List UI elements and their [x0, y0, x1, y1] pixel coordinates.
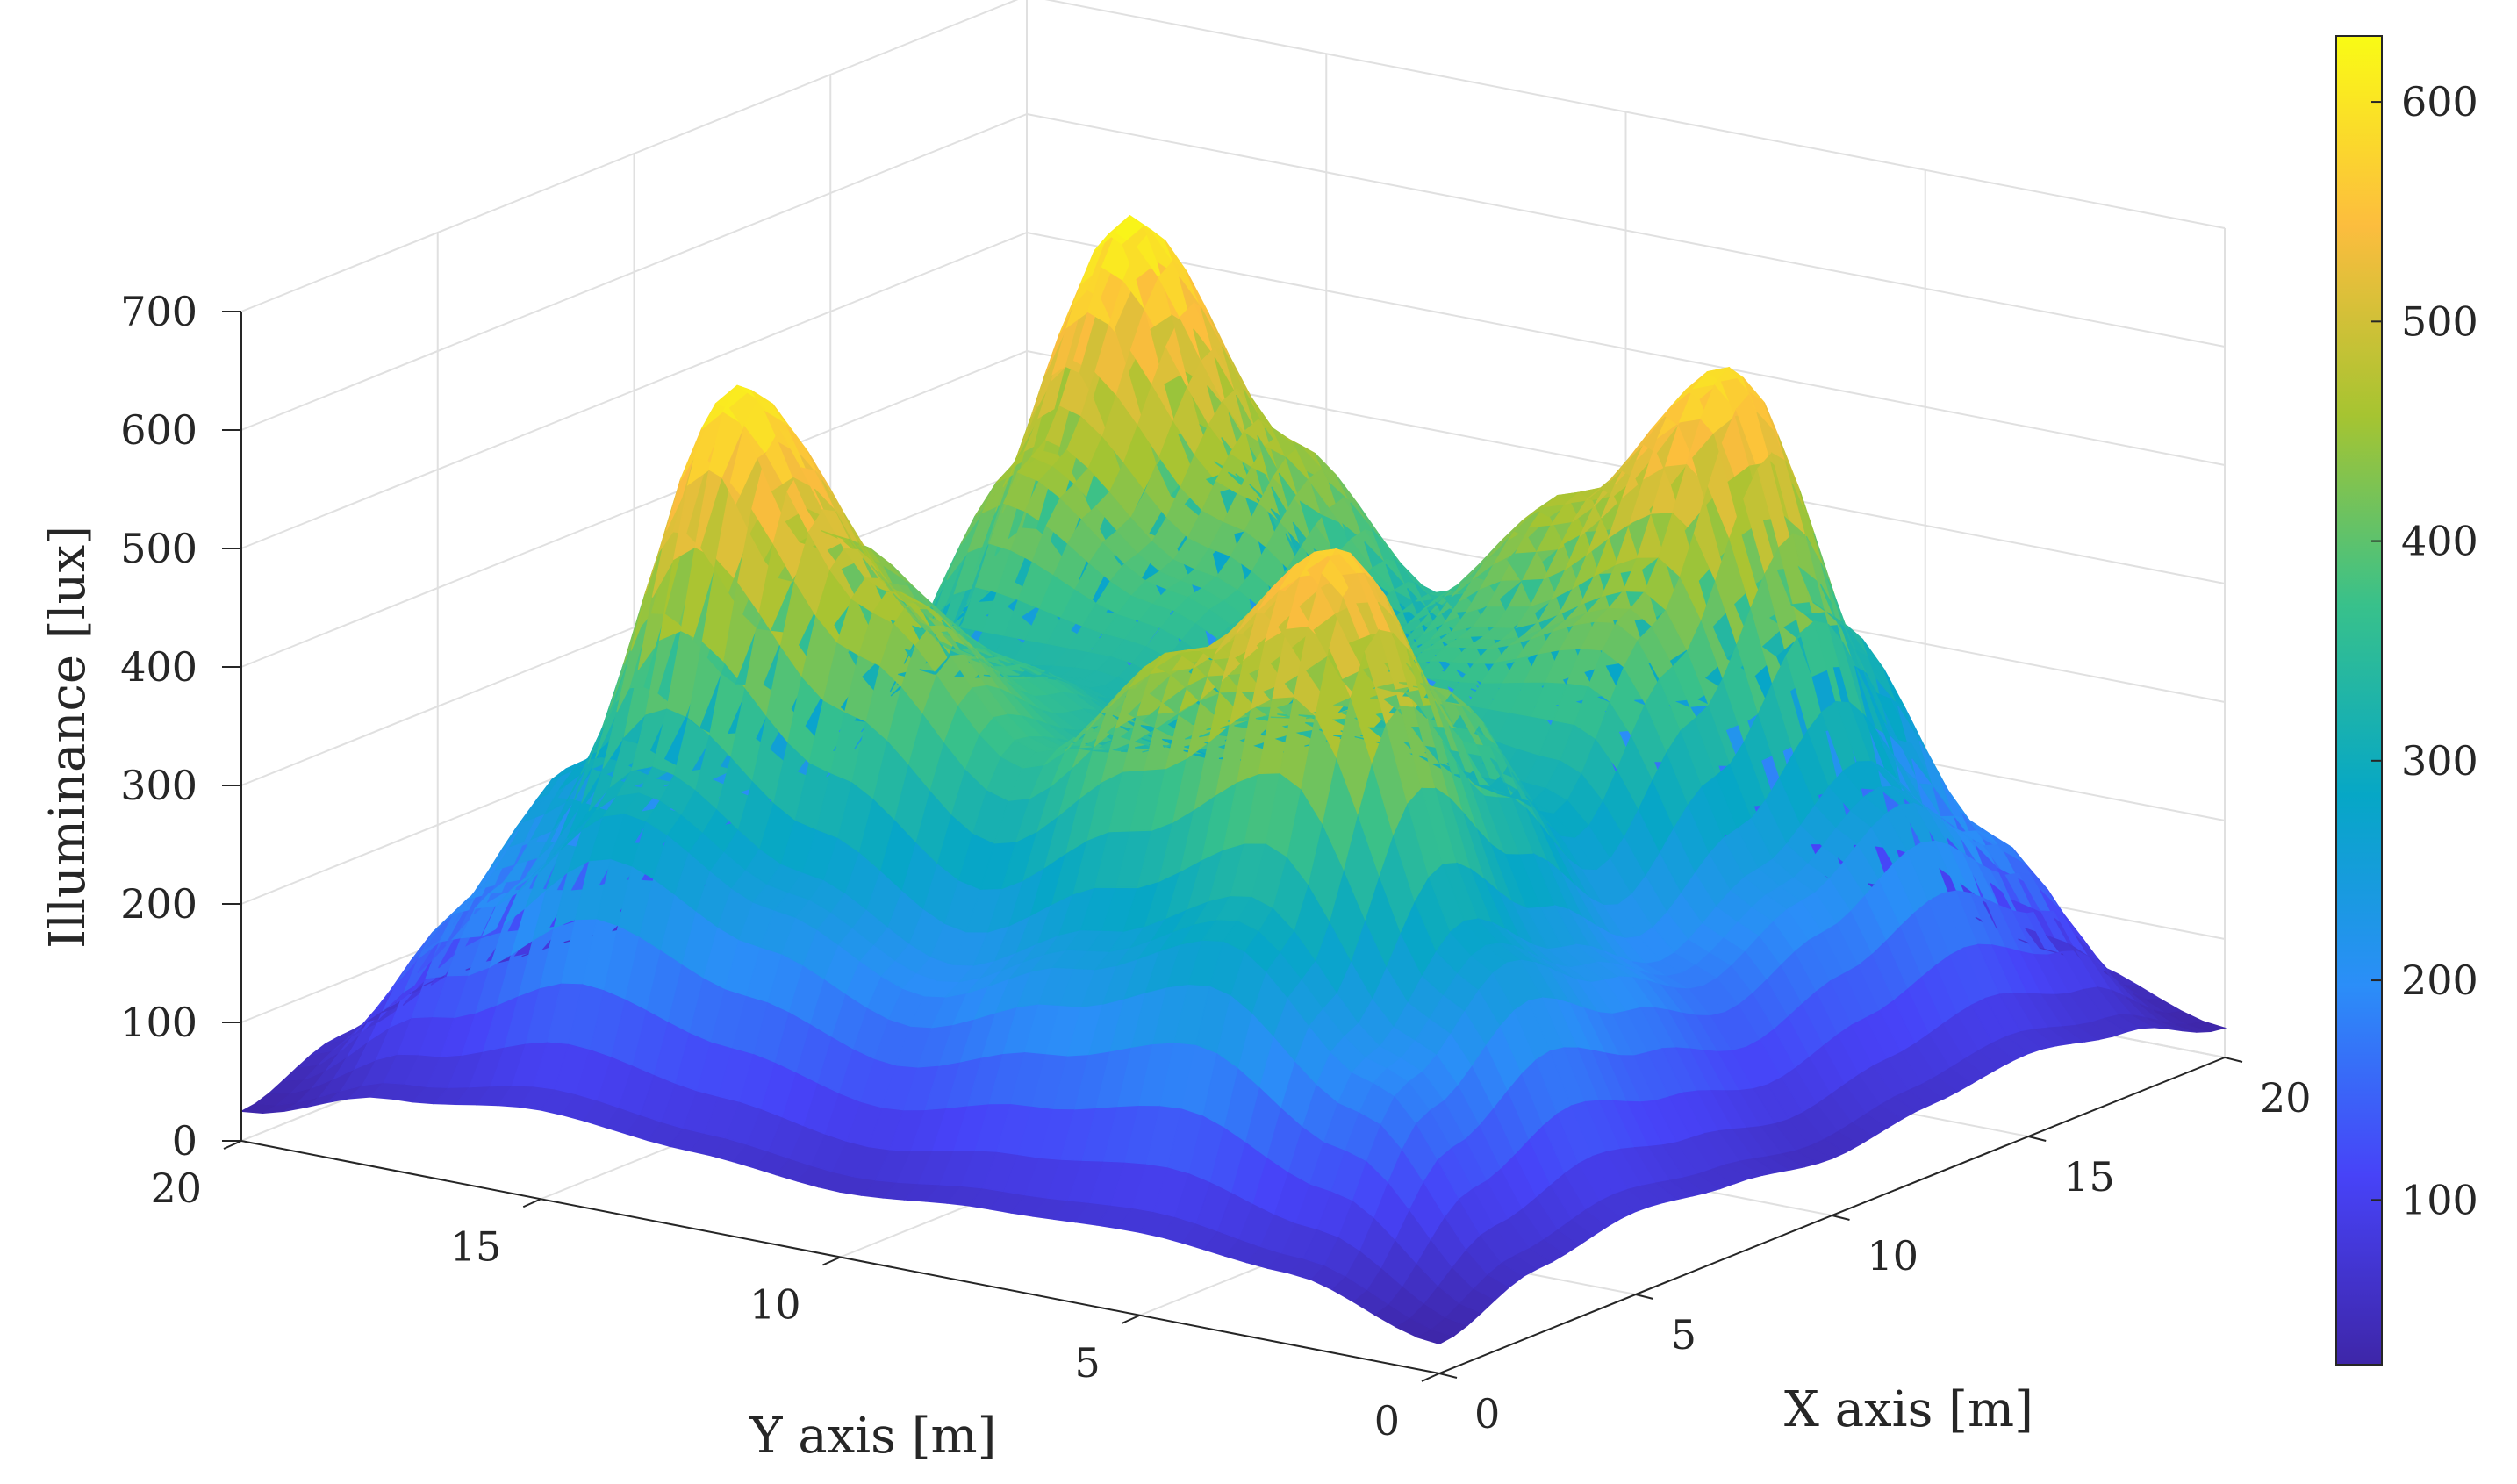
x-tick-mark: [1832, 1215, 1850, 1221]
z-tick-label: 600: [120, 406, 197, 454]
z-axis-ticks: 0 100 200 300 400 500 600 700: [120, 288, 241, 1165]
z-tick-label: 400: [120, 643, 197, 691]
surface-patch: [2187, 1021, 2227, 1033]
x-tick-label: 10: [1868, 1232, 1919, 1280]
grid-line: [240, 350, 1028, 668]
x-tick-mark: [1438, 1373, 1458, 1379]
colorbar-tick-label: 300: [2401, 737, 2478, 785]
surface: [239, 214, 2227, 1344]
z-tick-label: 700: [120, 288, 197, 335]
z-tick-label: 100: [120, 999, 197, 1046]
x-tick-mark: [2224, 1057, 2243, 1063]
x-axis-label: X axis [m]: [1784, 1381, 2033, 1438]
grid-line: [240, 0, 1019, 312]
z-tick-label: 300: [120, 762, 197, 809]
y-tick-mark: [822, 1256, 841, 1266]
colorbar-tick-label: 200: [2401, 957, 2478, 1004]
y-axis-ticks: 0 5 10 15 20: [150, 1140, 1440, 1445]
z-axis-label: Illuminance [lux]: [39, 526, 97, 949]
grid-line: [1044, 0, 2226, 229]
z-tick-label: 0: [172, 1117, 197, 1165]
colorbar-tick-label: 600: [2401, 78, 2478, 125]
x-tick-label: 0: [1474, 1390, 1500, 1437]
y-tick-label: 15: [450, 1222, 502, 1270]
y-tick-label: 10: [749, 1281, 801, 1329]
grid-line: [240, 113, 1028, 431]
z-tick-label: 500: [120, 525, 197, 572]
y-tick-mark: [522, 1198, 541, 1208]
y-tick-label: 0: [1374, 1397, 1400, 1445]
x-tick-label: 5: [1671, 1311, 1696, 1359]
grid-line: [1026, 232, 2226, 466]
x-axis-ticks: 0 5 10 15 20: [1438, 1057, 2312, 1437]
x-tick-label: 15: [2063, 1153, 2115, 1201]
colorbar: [2335, 35, 2383, 1366]
colorbar-tick-label: 100: [2401, 1176, 2478, 1223]
colorbar-tick-label: 400: [2401, 518, 2478, 565]
y-tick-mark: [223, 1140, 242, 1150]
y-tick-mark: [1421, 1373, 1440, 1382]
grid-line: [240, 469, 1028, 786]
grid-line: [240, 232, 1028, 549]
x-tick-mark: [2028, 1136, 2047, 1142]
y-axis-label: Y axis [m]: [749, 1408, 997, 1465]
y-tick-label: 5: [1074, 1339, 1100, 1387]
grid-line: [1026, 113, 2226, 348]
y-tick-label: 20: [150, 1165, 202, 1212]
x-tick-mark: [1635, 1294, 1653, 1300]
colorbar-tick-label: 500: [2401, 298, 2478, 345]
x-tick-label: 20: [2260, 1074, 2312, 1122]
y-tick-mark: [1122, 1314, 1141, 1324]
colorbar-ticks: 100 200 300 400 500 600: [2371, 78, 2478, 1223]
z-tick-label: 200: [120, 880, 197, 928]
